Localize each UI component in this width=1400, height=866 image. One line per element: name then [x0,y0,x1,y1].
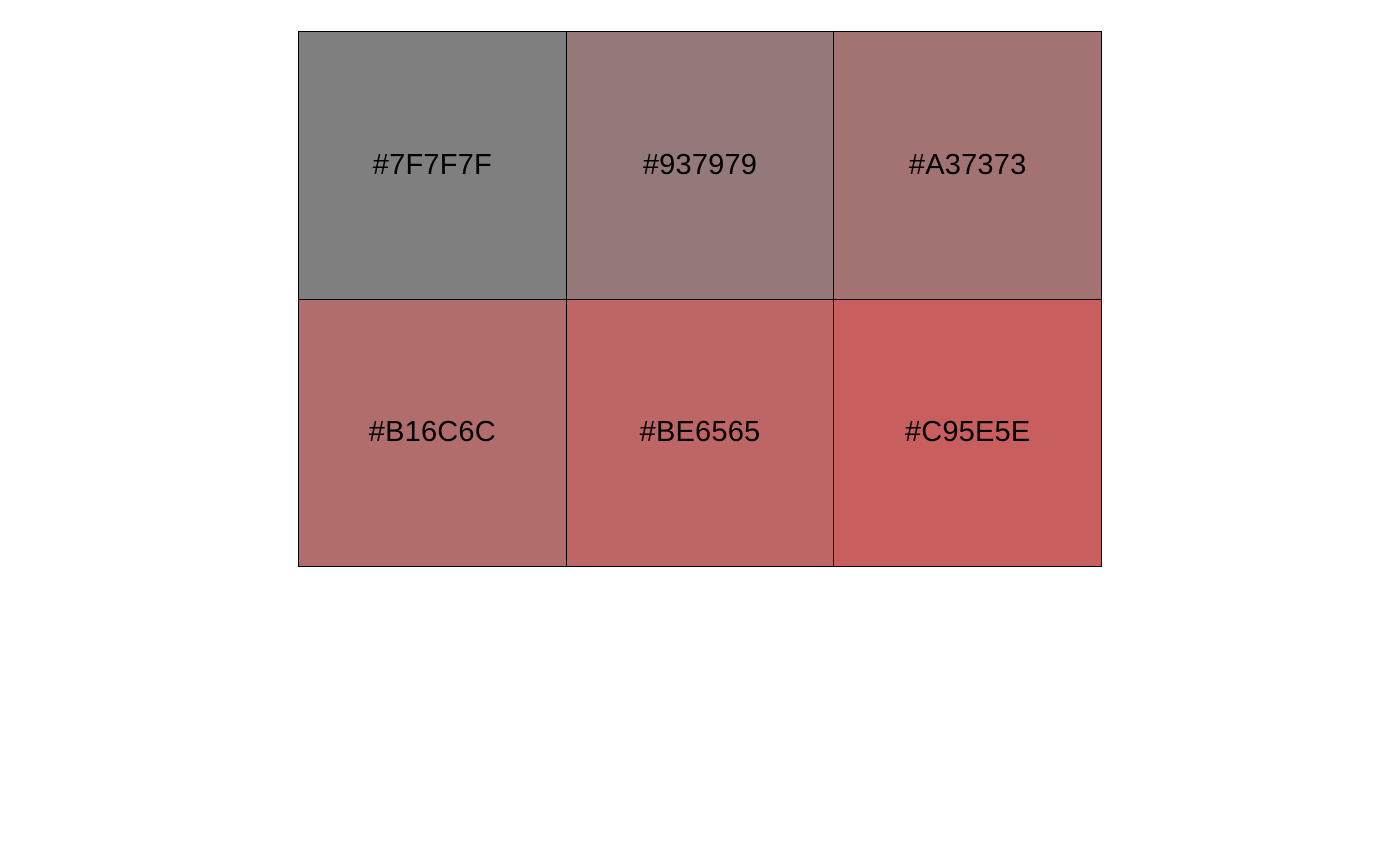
swatch-hex-label: #B16C6C [368,416,496,449]
swatch-hex-label: #7F7F7F [372,148,492,181]
swatch-hex-label: #A37373 [908,148,1027,181]
swatch-hex-label: #937979 [642,148,758,181]
color-swatch: #A37373 [834,32,1102,300]
color-swatch: #BE6565 [566,299,835,567]
swatch-hex-label: #BE6565 [639,416,761,449]
color-swatch: #7F7F7F [299,32,567,300]
color-swatch: #C95E5E [834,299,1102,567]
swatch-hex-label: #C95E5E [904,416,1031,449]
color-swatch: #B16C6C [299,299,567,567]
color-swatch: #937979 [566,32,835,300]
color-palette-grid: #7F7F7F #937979 #A37373 #B16C6C #BE6565 … [298,31,1102,567]
